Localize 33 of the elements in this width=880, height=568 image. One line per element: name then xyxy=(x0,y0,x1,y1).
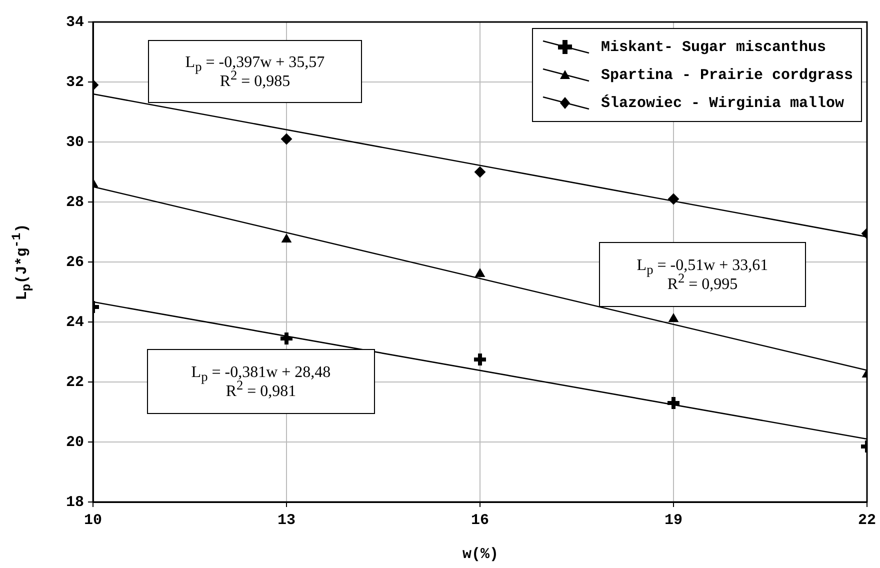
x-tick-label: 10 xyxy=(84,512,102,529)
point xyxy=(666,395,682,411)
equation-box: L$_{p}$ = -0,51w + 33,61 R$^{2}$ = 0,995 xyxy=(599,242,806,307)
legend-label: Spartina - Prairie cordgrass xyxy=(600,66,853,84)
equation-box: L$_{p}$ = -0,397w + 35,57 R$^{2}$ = 0,985 xyxy=(148,40,362,103)
x-tick-label: 13 xyxy=(277,512,296,529)
x-tick-label: 19 xyxy=(664,512,683,529)
point xyxy=(668,194,679,204)
y-tick-label: 28 xyxy=(66,194,84,211)
y-tick-label: 34 xyxy=(66,14,84,31)
point xyxy=(282,234,292,242)
x-tick-label: 16 xyxy=(470,512,490,529)
annotation: L$_{p}$ = -0,397w + 35,57 R$^{2}$ = 0,985 xyxy=(184,52,326,90)
y-tick-label: 32 xyxy=(66,74,84,91)
x-tick-label: 22 xyxy=(858,512,876,529)
equation-box: L$_{p}$ = -0,381w + 28,48 R$^{2}$ = 0,981 xyxy=(147,349,375,414)
y-tick-label: 24 xyxy=(66,314,84,331)
y-tick-label: 18 xyxy=(66,494,84,511)
point xyxy=(474,166,486,178)
point xyxy=(472,352,488,368)
legend-label: Ślazowiec - Wirginia mallow xyxy=(600,94,844,112)
point xyxy=(668,314,678,322)
y-tick-label: 22 xyxy=(66,374,84,391)
point xyxy=(278,330,294,346)
x-axis-title: w(%) xyxy=(462,546,499,563)
point xyxy=(475,268,485,277)
legend-label: Miskant- Sugar miscanthus xyxy=(600,38,826,56)
y-tick-label: 26 xyxy=(66,254,84,271)
y-tick-label: 30 xyxy=(66,134,84,151)
annotation: L$_{p}$ = -0,381w + 28,48 R$^{2}$ = 0,981 xyxy=(190,362,332,400)
point xyxy=(281,134,292,144)
y-tick-label: 20 xyxy=(66,434,84,451)
annotation: L$_{p}$ = -0,51w + 33,61 R$^{2}$ = 0,995 xyxy=(636,256,770,294)
